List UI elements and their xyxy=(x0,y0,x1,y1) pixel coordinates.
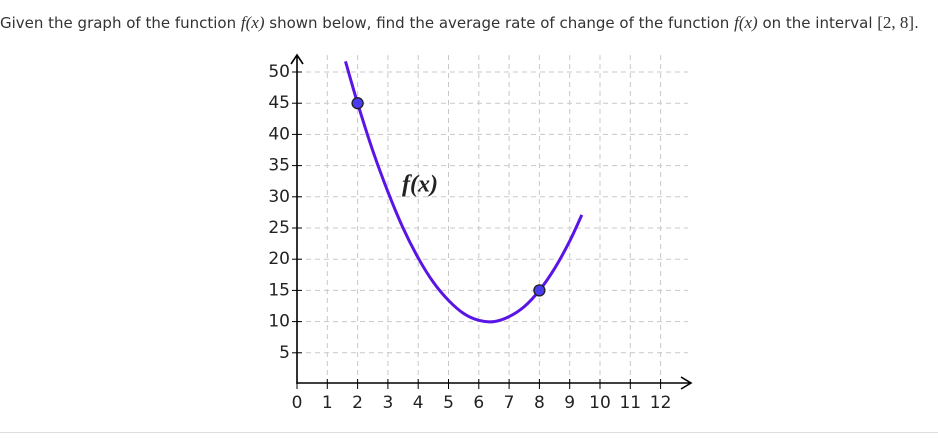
y-tick-label: 35 xyxy=(268,156,290,176)
x-tick-label: 3 xyxy=(382,393,393,413)
question-text: shown below, find the average rate of ch… xyxy=(264,14,735,32)
question: Given the graph of the function f(x) sho… xyxy=(0,13,919,33)
x-tick-label: 9 xyxy=(564,393,575,413)
y-tick-label: 5 xyxy=(279,343,290,363)
math: [2, 8] xyxy=(877,13,915,32)
question-text: Given the graph of the function xyxy=(0,14,241,32)
x-tick-label: 5 xyxy=(443,393,454,413)
y-tick-label: 15 xyxy=(268,280,290,300)
point xyxy=(351,97,364,110)
y-tick-label: 40 xyxy=(268,124,290,144)
y-tick-label: 25 xyxy=(268,218,290,238)
x-axis xyxy=(297,376,693,390)
point xyxy=(533,284,546,297)
y-tick-label: 45 xyxy=(268,93,290,113)
x-tick-label: 10 xyxy=(589,393,611,413)
y-tick-label: 10 xyxy=(268,312,290,332)
curve xyxy=(344,60,584,324)
math: f(x) xyxy=(734,13,758,32)
y-tick-label: 20 xyxy=(268,249,290,269)
x-tick-label: 6 xyxy=(473,393,484,413)
question-text: on the interval xyxy=(757,14,878,32)
x-tick-label: 11 xyxy=(619,393,641,413)
curve-label: f(x) xyxy=(402,172,438,198)
x-tick-label: 1 xyxy=(322,393,333,413)
x-tick-label: 8 xyxy=(534,393,545,413)
x-tick-label: 12 xyxy=(650,393,672,413)
grid xyxy=(297,55,688,384)
x-tick-label: 0 xyxy=(292,393,303,413)
y-tick-label: 30 xyxy=(268,187,290,207)
y-tick-label: 50 xyxy=(268,62,290,82)
x-tick-label: 7 xyxy=(504,393,515,413)
x-tick-label: 4 xyxy=(413,393,424,413)
question-text: . xyxy=(914,14,919,32)
math: f(x) xyxy=(240,13,265,32)
separator xyxy=(0,432,938,433)
y-axis xyxy=(290,53,304,384)
x-tick-label: 2 xyxy=(352,393,363,413)
